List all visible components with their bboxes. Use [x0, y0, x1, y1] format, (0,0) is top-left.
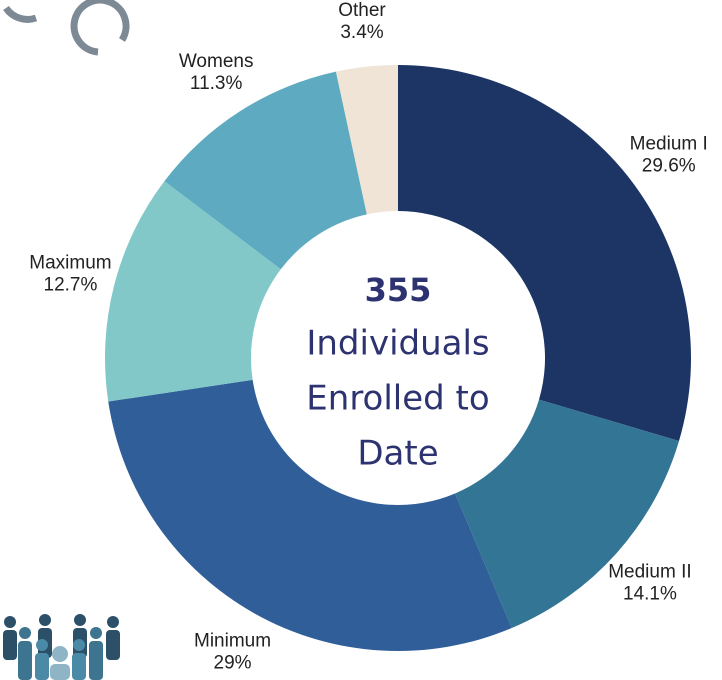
center-title: 355 [365, 271, 432, 309]
slice-name: Maximum [29, 253, 111, 274]
slice-value-label: 29% [214, 653, 252, 674]
slice-value-label: 14.1% [623, 583, 677, 604]
slice-name: Medium I [630, 134, 708, 155]
slice-value-label: 12.7% [44, 275, 98, 296]
slice [335, 65, 398, 215]
center-text: Enrolled to [306, 379, 489, 419]
slice [108, 379, 512, 651]
people-icon [3, 614, 120, 680]
slice-name: Medium II [608, 561, 691, 582]
slice-value-label: 29.6% [642, 156, 696, 177]
slice [455, 399, 680, 629]
slice [398, 65, 691, 441]
slice-name: Womens [179, 51, 254, 72]
center-text: Individuals [306, 324, 489, 364]
slice-value-label: 11.3% [190, 73, 243, 94]
decoration [3, 0, 130, 56]
slice-name: Minimum [194, 631, 271, 652]
slice-name: Other [338, 0, 386, 21]
center-text: Date [357, 434, 438, 474]
slice-value-label: 3.4% [340, 22, 383, 43]
slice [164, 71, 367, 270]
slice [104, 181, 281, 402]
